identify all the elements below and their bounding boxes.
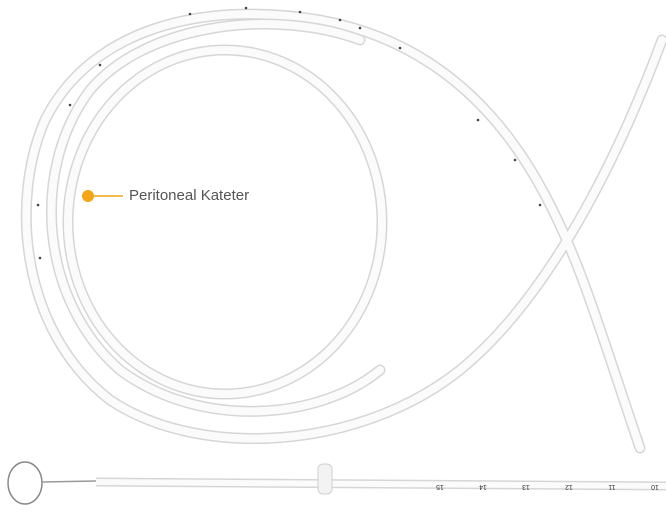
scale-number: 10 [651,483,659,490]
scale-number: 12 [565,483,573,490]
stylet-wire [41,480,97,483]
catheter-coil [20,6,666,454]
callout: Peritoneal Kateter [82,187,249,204]
callout-dot [82,190,94,202]
scale-number: 11 [608,483,615,490]
scale-number: 15 [436,483,444,490]
tube-scale: 15 14 13 12 11 10 [436,483,659,490]
stylet [7,461,666,505]
tube-inner-core [64,46,386,398]
tube-outer-core [22,10,666,452]
tube-middle-core [47,20,384,416]
scale-number: 14 [479,483,487,490]
stylet-loop [7,461,43,505]
callout-label: Peritoneal Kateter [129,187,249,204]
scale-number: 13 [522,483,530,490]
tube-markings [36,6,542,260]
straight-tube-core [95,479,666,489]
hub [317,463,333,495]
